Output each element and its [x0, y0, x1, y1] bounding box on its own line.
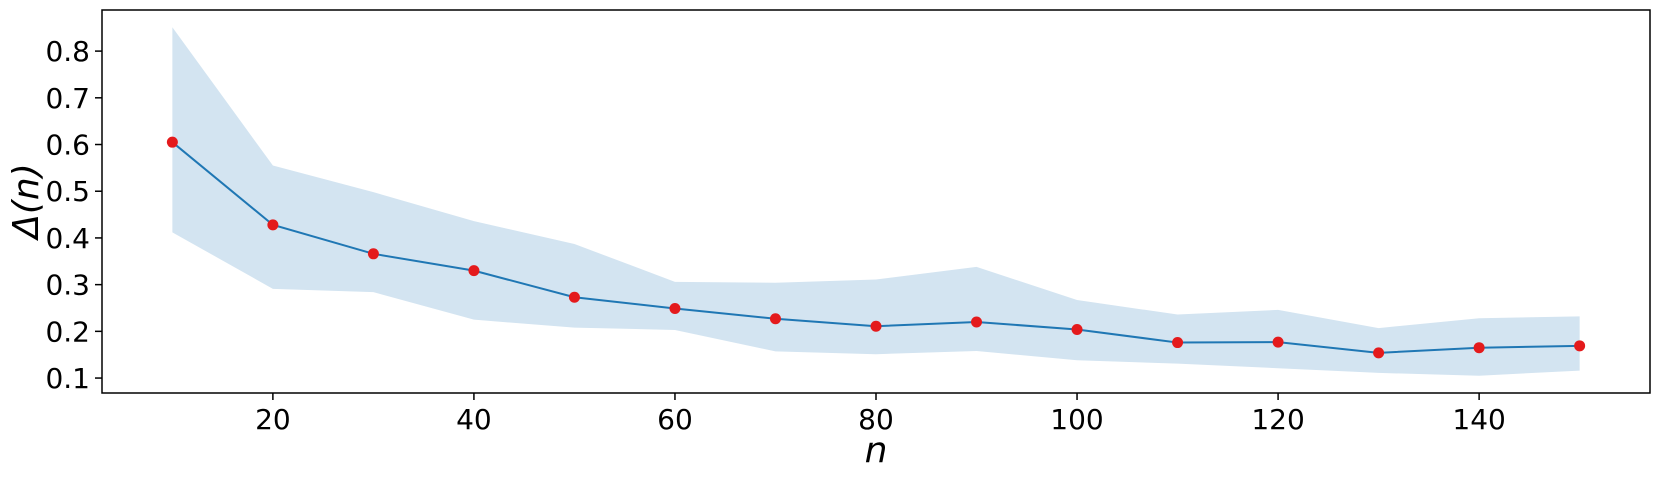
y-tick-label: 0.1	[45, 362, 90, 395]
plot-area	[166, 27, 1586, 376]
data-point	[971, 316, 983, 328]
data-point	[468, 265, 480, 277]
y-tick-label: 0.7	[45, 82, 90, 115]
x-axis: 20 40 60 80 100 120 140	[255, 393, 1506, 436]
data-point	[267, 219, 279, 231]
y-axis: 0.1 0.2 0.3 0.4 0.5 0.6 0.7 0.8	[45, 35, 102, 395]
data-point	[1473, 342, 1485, 354]
data-point	[1172, 337, 1184, 349]
data-point	[769, 313, 781, 325]
confidence-band	[172, 27, 1580, 376]
x-tick-label: 80	[858, 403, 894, 436]
data-point	[1373, 347, 1385, 359]
data-point	[1574, 340, 1586, 352]
y-tick-label: 0.3	[45, 269, 90, 302]
y-tick-label: 0.5	[45, 175, 90, 208]
x-tick-label: 100	[1050, 403, 1103, 436]
y-tick-label: 0.4	[45, 222, 90, 255]
x-tick-label: 20	[255, 403, 291, 436]
y-tick-label: 0.8	[45, 35, 90, 68]
x-tick-label: 140	[1452, 403, 1505, 436]
data-point	[568, 291, 580, 303]
x-tick-label: 120	[1251, 403, 1304, 436]
data-point	[870, 320, 882, 332]
x-tick-label: 60	[657, 403, 693, 436]
x-axis-label: n	[865, 430, 888, 471]
y-axis-label: Δ(n)	[6, 163, 47, 242]
x-tick-label: 40	[456, 403, 492, 436]
data-point	[669, 302, 681, 314]
data-point	[367, 248, 379, 260]
data-point	[1272, 336, 1284, 348]
y-tick-label: 0.2	[45, 315, 90, 348]
data-point	[166, 136, 178, 148]
y-tick-label: 0.6	[45, 129, 90, 162]
data-point	[1071, 323, 1083, 335]
